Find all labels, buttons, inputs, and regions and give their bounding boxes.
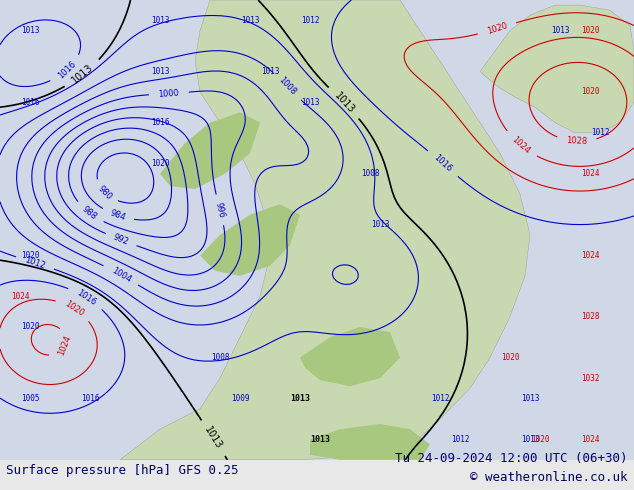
Text: 1013: 1013: [241, 16, 259, 25]
Text: 1016: 1016: [81, 394, 100, 403]
Text: 1016: 1016: [75, 288, 98, 307]
Text: 1020: 1020: [63, 299, 85, 318]
Text: 1024: 1024: [581, 169, 599, 178]
Text: 1016: 1016: [56, 59, 78, 80]
Text: 1020: 1020: [151, 159, 169, 168]
Text: 1013: 1013: [261, 67, 279, 76]
Text: 1016: 1016: [151, 118, 169, 127]
Text: 1013: 1013: [301, 98, 320, 107]
Text: 1013: 1013: [332, 90, 356, 115]
Text: 1012: 1012: [451, 435, 469, 444]
Text: 1024: 1024: [581, 435, 599, 444]
Text: 980: 980: [96, 184, 114, 202]
Text: 1000: 1000: [158, 89, 179, 99]
Text: 1032: 1032: [581, 373, 599, 383]
Text: 1020: 1020: [581, 87, 599, 97]
Text: 1008: 1008: [210, 353, 230, 362]
Text: 984: 984: [109, 209, 127, 222]
Text: 1016: 1016: [21, 98, 39, 107]
Text: 992: 992: [112, 233, 130, 247]
Text: 1005: 1005: [21, 394, 39, 403]
Text: Tu 24-09-2024 12:00 UTC (06+30): Tu 24-09-2024 12:00 UTC (06+30): [395, 452, 628, 465]
Text: 1020: 1020: [21, 322, 39, 331]
Text: 1024: 1024: [581, 251, 599, 260]
Text: 1024: 1024: [11, 292, 29, 301]
Text: 1024: 1024: [57, 334, 73, 357]
Polygon shape: [480, 5, 634, 133]
Text: 1009: 1009: [231, 394, 249, 403]
Text: 1013: 1013: [521, 394, 540, 403]
Text: 1028: 1028: [566, 136, 588, 147]
Text: 1013: 1013: [521, 435, 540, 444]
Text: Surface pressure [hPa] GFS 0.25: Surface pressure [hPa] GFS 0.25: [6, 464, 239, 477]
Text: © weatheronline.co.uk: © weatheronline.co.uk: [470, 471, 628, 484]
Text: 1013: 1013: [371, 220, 389, 229]
Text: 1012: 1012: [301, 16, 320, 25]
Polygon shape: [120, 0, 530, 460]
Text: 1020: 1020: [486, 21, 508, 36]
Text: 1012: 1012: [430, 394, 450, 403]
Text: 1024: 1024: [510, 135, 531, 155]
Text: 1020: 1020: [581, 26, 599, 35]
Text: 1020: 1020: [21, 251, 39, 260]
Text: 988: 988: [81, 204, 99, 221]
Text: 996: 996: [214, 201, 226, 219]
Text: 1013: 1013: [70, 63, 96, 86]
Text: 1028: 1028: [581, 312, 599, 321]
Text: 1013: 1013: [21, 26, 39, 35]
Polygon shape: [300, 327, 400, 386]
Text: 1008: 1008: [276, 75, 297, 97]
Text: 1004: 1004: [110, 266, 133, 284]
Text: 1016: 1016: [432, 153, 454, 174]
Text: 1013: 1013: [151, 67, 169, 76]
Polygon shape: [310, 424, 430, 460]
Text: 1020: 1020: [531, 435, 549, 444]
Text: 1013: 1013: [290, 394, 310, 403]
Text: 1013: 1013: [151, 16, 169, 25]
Text: 1012: 1012: [591, 128, 609, 137]
Text: 1013: 1013: [310, 435, 330, 444]
Polygon shape: [200, 204, 300, 276]
Polygon shape: [160, 112, 260, 189]
Text: 1020: 1020: [501, 353, 519, 362]
Text: 1012: 1012: [23, 255, 46, 270]
Text: 1013: 1013: [203, 425, 224, 451]
Text: 1008: 1008: [361, 169, 379, 178]
Bar: [0, 460, 634, 490]
Text: 1013: 1013: [551, 26, 569, 35]
